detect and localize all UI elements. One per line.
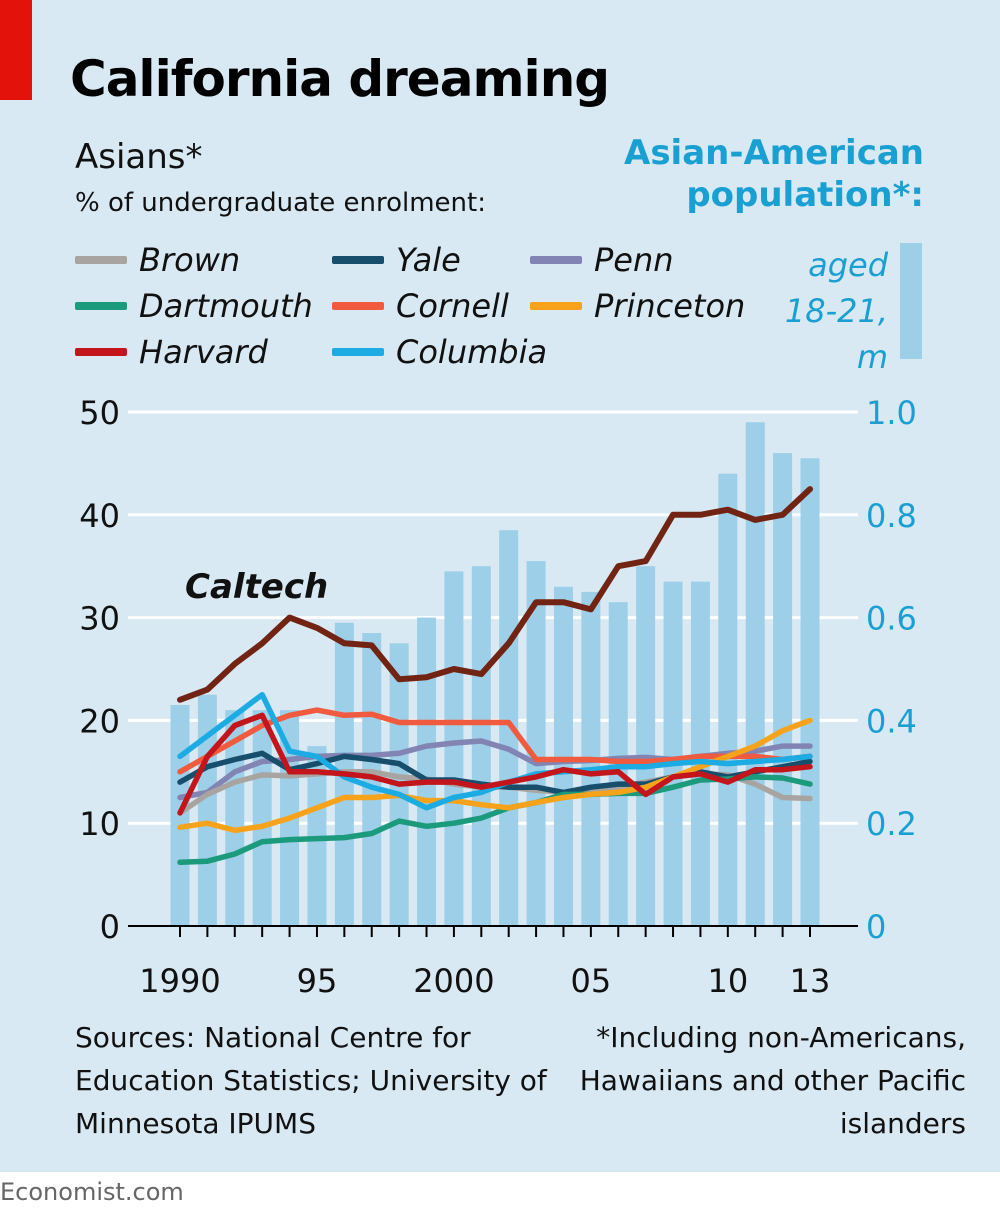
- y-right-tick-label: 0.4: [866, 702, 917, 740]
- left-axis-subtitle: % of undergraduate enrolment:: [75, 188, 486, 218]
- footnote: *Including non-Americans, Hawaiians and …: [579, 1021, 966, 1140]
- population-bar: [225, 710, 245, 926]
- legend-label: Yale: [396, 241, 461, 279]
- x-tick-label: 05: [571, 962, 612, 1000]
- legend-label: Princeton: [594, 287, 746, 325]
- x-tick-label: 10: [707, 962, 748, 1000]
- legend-label: Brown: [139, 241, 241, 279]
- series-line-columbia: [177, 691, 813, 811]
- legend-item-columbia: Columbia: [332, 332, 547, 372]
- legend-swatch: [332, 256, 384, 264]
- legend-item-cornell: Cornell: [332, 286, 509, 326]
- y-left-tick-label: 0: [100, 908, 120, 946]
- legend-item-harvard: Harvard: [75, 332, 268, 372]
- population-bar: [417, 617, 437, 926]
- x-tick-label: 95: [297, 962, 338, 1000]
- legend-item-princeton: Princeton: [530, 286, 745, 326]
- legend-swatch: [75, 302, 127, 310]
- legend-swatch: [332, 302, 384, 310]
- legend-label: Penn: [594, 241, 674, 279]
- legend-swatch: [75, 256, 127, 264]
- credit-text: Economist.com: [0, 1178, 184, 1206]
- population-bar: [745, 422, 765, 926]
- population-bar: [773, 453, 793, 926]
- series-line-dartmouth: [177, 774, 813, 866]
- population-bar: [471, 566, 491, 926]
- population-bar: [526, 561, 546, 926]
- population-bar: [252, 710, 272, 926]
- y-right-tick-label: 0.6: [866, 600, 917, 638]
- y-left-tick-label: 30: [79, 600, 120, 638]
- legend-item-yale: Yale: [332, 240, 461, 280]
- y-left-tick-label: 20: [79, 702, 120, 740]
- brand-red-tag: [0, 0, 32, 100]
- population-bar: [553, 586, 573, 926]
- population-bar: [663, 581, 683, 926]
- bar-legend-swatch: [900, 243, 922, 359]
- population-bar: [800, 458, 820, 926]
- legend-swatch: [332, 348, 384, 356]
- line-bar-chart: 0 10 20 30 40 50 0 0.2 0.4 0.6 0.8 1.0 1990 95 2000 05 1…: [79, 394, 917, 1000]
- y-right-tick-label: 1.0: [866, 394, 917, 432]
- legend-item-brown: Brown: [75, 240, 240, 280]
- bar-legend-label: aged 18-21, m: [784, 246, 888, 376]
- legend-label: Harvard: [139, 333, 268, 371]
- population-bar: [718, 473, 738, 926]
- population-bar: [444, 571, 464, 926]
- series-line-harvard: [177, 712, 813, 816]
- y-right-tick-label: 0.8: [866, 497, 917, 535]
- legend-swatch: [530, 256, 582, 264]
- series-line-cornell: [177, 707, 813, 775]
- chart-title: California dreaming: [70, 50, 610, 108]
- legend-swatch: [75, 348, 127, 356]
- legend-item-penn: Penn: [530, 240, 674, 280]
- y-left-tick-label: 50: [79, 394, 120, 432]
- y-left-tick-label: 10: [79, 805, 120, 843]
- right-axis-title: Asian-American population*:: [624, 133, 924, 215]
- legend-label: Columbia: [396, 333, 548, 371]
- population-bar: [636, 566, 656, 926]
- legend-label: Cornell: [396, 287, 509, 325]
- y-right-tick-label: 0: [866, 908, 886, 946]
- sources-note: Sources: National Centre for Education S…: [75, 1021, 547, 1140]
- y-right-tick-label: 0.2: [866, 805, 917, 843]
- x-tick-label: 2000: [413, 962, 494, 1000]
- series-line-caltech: [177, 486, 813, 703]
- x-tick-label: 1990: [139, 962, 220, 1000]
- legend-swatch: [530, 302, 582, 310]
- population-bar: [499, 530, 519, 926]
- x-tick-label: 13: [790, 962, 831, 1000]
- left-axis-title: Asians*: [75, 137, 203, 177]
- series-line-princeton: [177, 717, 813, 834]
- y-left-tick-label: 40: [79, 497, 120, 535]
- caltech-annotation: Caltech: [185, 567, 328, 607]
- legend-item-dartmouth: Dartmouth: [75, 286, 313, 326]
- legend-label: Dartmouth: [139, 287, 313, 325]
